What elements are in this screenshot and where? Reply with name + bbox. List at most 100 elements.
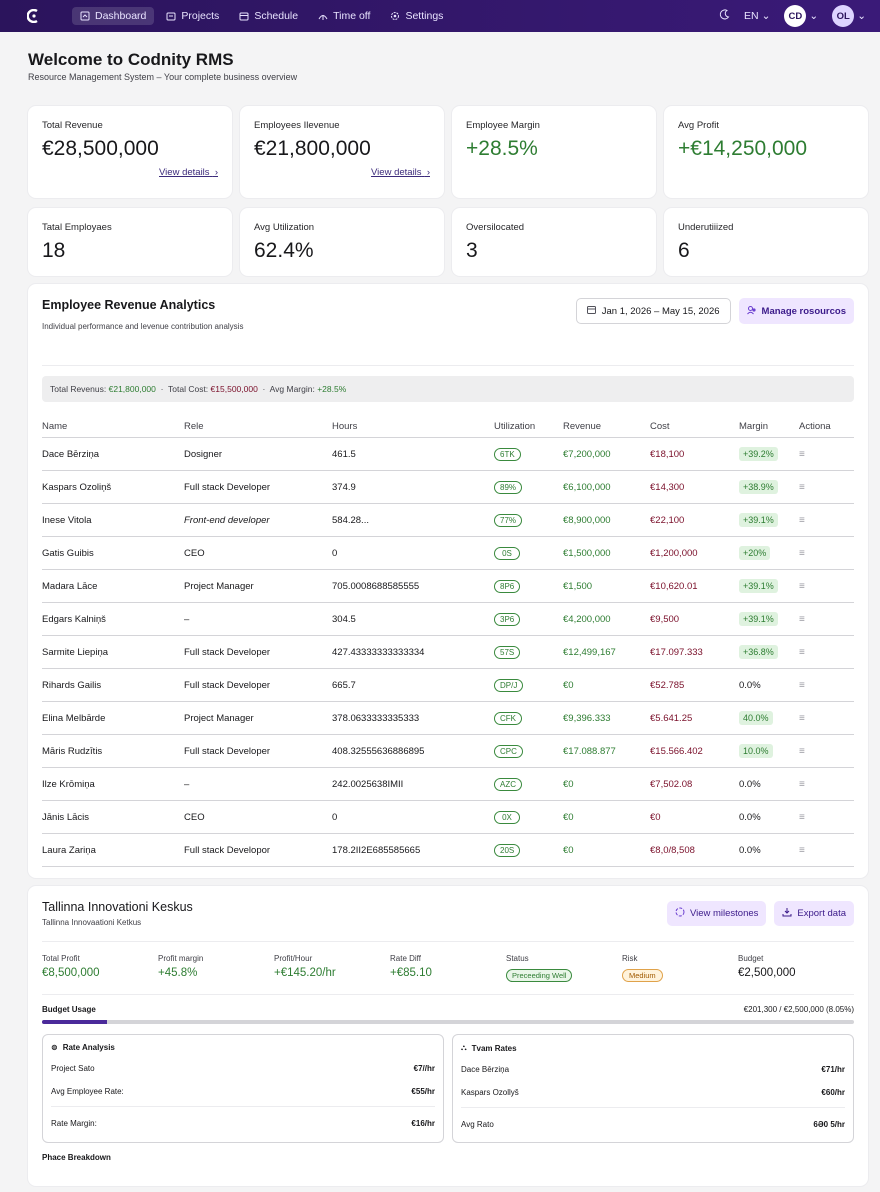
employee-role-cell: CEO — [184, 536, 332, 570]
table-row[interactable]: Ilze Krōmiņa – 242.0025638IMII AZC €0 €7,502.… — [42, 767, 854, 801]
table-row[interactable]: Sarmite Liepiņa Full stack Developer 427.4… — [42, 635, 854, 669]
column-header-margin[interactable]: Margin — [739, 416, 799, 438]
row-menu-icon[interactable]: ≡ — [799, 811, 805, 823]
language-selector[interactable]: EN ⌄ — [744, 10, 770, 22]
nav-settings[interactable]: Settings — [382, 7, 451, 25]
employee-role-cell: Full stack Developor — [184, 833, 332, 867]
stat-label: Tatal Employaes — [42, 222, 112, 233]
kpi-label: Profit margin — [158, 954, 204, 963]
table-row[interactable]: Rihards Gailis Full stack Developer 665.7 D… — [42, 668, 854, 702]
kpi-label: Status — [506, 954, 529, 963]
employee-margin: +39.1% — [739, 611, 778, 626]
table-row[interactable]: Edgars Kalniņš – 304.5 3P6 €4,200,000 €9,500 +… — [42, 602, 854, 636]
table-row[interactable]: Māris Rudzītis Full stack Developer 408.32… — [42, 734, 854, 768]
language-label: EN — [743, 10, 759, 22]
nav-time-off-label: Time off — [333, 10, 371, 22]
table-row[interactable]: Jānis Lācis CEO 0 0X €0 €0 0.0% ≡ — [42, 800, 854, 834]
employee-name-cell: Inese Vitola — [42, 503, 184, 537]
analytics-title: Employee Revenue Analytics — [42, 298, 216, 312]
user-menu-1[interactable]: CD ⌄ — [784, 5, 818, 27]
employee-role: CEO — [184, 547, 205, 559]
nav-projects[interactable]: Projects — [158, 7, 227, 25]
utilization-badge-cell: AZC — [494, 767, 563, 801]
row-menu-icon[interactable]: ≡ — [799, 646, 805, 658]
nav-dashboard[interactable]: Dashboard — [72, 7, 155, 25]
employee-hours: 304.5 — [332, 613, 356, 625]
employee-cost: €18,100 — [650, 448, 685, 460]
nav-projects-label: Projects — [181, 10, 220, 22]
nav-time-off[interactable]: Time off — [310, 7, 378, 25]
kpi-label: Budget — [738, 954, 764, 963]
stat-card-overallocated: Oversilocated 3 — [452, 208, 656, 276]
employee-role: Project Manager — [184, 580, 254, 592]
kpi-profit-hour: Profit/Hour +€145.20/hr — [274, 954, 390, 982]
employee-revenue: €17.088.877 — [563, 745, 616, 757]
column-header-name[interactable]: Name — [42, 416, 184, 438]
utilization-badge: 89% — [494, 480, 523, 494]
row-menu-icon[interactable]: ≡ — [799, 613, 805, 625]
column-header-role[interactable]: Rele — [184, 416, 332, 438]
table-row[interactable]: Kaspars Ozoliņš Full stack Developer 374.9… — [42, 470, 854, 504]
rate-line-value: €7//hr — [413, 1064, 435, 1073]
column-header-cost[interactable]: Cost — [650, 416, 739, 438]
employee-name: Jānis Lācis — [42, 811, 89, 823]
table-row[interactable]: Inese Vitola Front-end developer 584.28...… — [42, 503, 854, 537]
employee-cost-cell: €14,300 — [650, 470, 739, 504]
rate-line-label: Project Sato — [51, 1064, 95, 1073]
utilization-badge: 77% — [494, 513, 523, 527]
column-header-revenue[interactable]: Revenue — [563, 416, 650, 438]
column-header-hours[interactable]: Hours — [332, 416, 494, 438]
user-menu-2[interactable]: OL ⌄ — [832, 5, 866, 27]
row-actions-cell: ≡ — [799, 503, 854, 537]
team-icon: ⛬ — [461, 1043, 467, 1052]
manage-resources-button[interactable]: Manage rosourcos — [738, 298, 854, 324]
stat-label: Employees Ilevenue — [254, 120, 340, 131]
row-menu-icon[interactable]: ≡ — [799, 448, 805, 460]
utilization-badge-cell: 89% — [494, 470, 563, 504]
table-row[interactable]: Madara Lāce Project Manager 705.0008688585… — [42, 569, 854, 603]
employee-role-cell: – — [184, 602, 332, 636]
row-menu-icon[interactable]: ≡ — [799, 580, 805, 592]
employee-hours: 584.28... — [332, 514, 369, 526]
summary-margin-label: Avg Margin: — [269, 384, 315, 394]
row-menu-icon[interactable]: ≡ — [799, 547, 805, 559]
employee-name-cell: Gatis Guibis — [42, 536, 184, 570]
nav-right-controls: EN ⌄ CD ⌄ OL ⌄ — [719, 5, 866, 27]
employee-name-cell: Rihards Gailis — [42, 668, 184, 702]
utilization-badge-cell: 3P6 — [494, 602, 563, 636]
project-subtitle: Tallinna Innovaationi Ketkus — [42, 918, 142, 927]
table-row[interactable]: Gatis Guibis CEO 0 0S €1,500,000 €1,200,000 +2… — [42, 536, 854, 570]
employee-margin-cell: +39.1% — [739, 602, 799, 636]
date-range-picker[interactable]: Jan 1, 2026 – May 15, 2026 — [575, 298, 731, 324]
row-actions-cell: ≡ — [799, 536, 854, 570]
row-menu-icon[interactable]: ≡ — [799, 481, 805, 493]
table-row[interactable]: Laura Zariņa Full stack Developor 178.2II2… — [42, 833, 854, 867]
budget-progress-bar — [42, 1020, 854, 1024]
row-menu-icon[interactable]: ≡ — [799, 679, 805, 691]
row-menu-icon[interactable]: ≡ — [799, 844, 805, 856]
view-details-link[interactable]: View details › — [42, 167, 218, 178]
table-row[interactable]: Dace Bērziņa Dosigner 461.5 6TK €7,200,000 €1… — [42, 437, 854, 471]
stat-label: Avg Utilization — [254, 222, 315, 233]
table-row[interactable]: Elina Melbārde Project Manager 378.0633333… — [42, 701, 854, 735]
export-data-button[interactable]: Export data — [774, 901, 854, 926]
nav-schedule[interactable]: Schedule — [231, 7, 306, 25]
view-milestones-button[interactable]: View milestones — [666, 901, 767, 926]
employee-hours-cell: 408.32555636886895 — [332, 734, 494, 768]
row-menu-icon[interactable]: ≡ — [799, 712, 805, 724]
employee-revenue-cell: €0 — [563, 833, 650, 867]
employee-cost-cell: €17.097.333 — [650, 635, 739, 669]
row-menu-icon[interactable]: ≡ — [799, 514, 805, 526]
row-menu-icon[interactable]: ≡ — [799, 745, 805, 757]
employee-hours-cell: 584.28... — [332, 503, 494, 537]
manage-resources-label: Manage rosourcos — [761, 305, 846, 317]
column-header-utilization[interactable]: Utilization — [494, 416, 563, 438]
employee-margin-cell: 0.0% — [739, 800, 799, 834]
kpi-value: +€145.20/hr — [274, 967, 336, 979]
view-details-link[interactable]: View details › — [254, 167, 430, 178]
app-logo-icon[interactable] — [26, 8, 42, 24]
employee-role-cell: Front-end developer — [184, 503, 332, 537]
theme-toggle-moon-icon[interactable] — [719, 9, 730, 23]
row-menu-icon[interactable]: ≡ — [799, 778, 805, 790]
employee-revenue-cell: €8,900,000 — [563, 503, 650, 537]
